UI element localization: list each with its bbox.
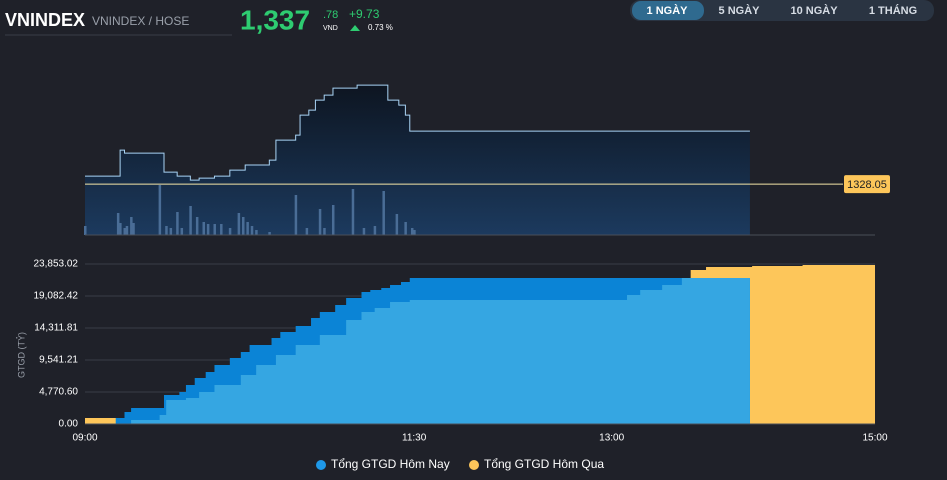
volume-bar	[362, 228, 366, 235]
volume-bar	[195, 217, 199, 235]
y-tick-label: 0.00	[59, 419, 79, 430]
volume-bar	[130, 217, 133, 235]
volume-bar	[410, 228, 414, 235]
symbol: VNINDEX	[5, 10, 85, 30]
volume-bar	[123, 228, 126, 235]
price-decimals: .78	[323, 9, 338, 21]
exchange: VNINDEX / HOSE	[92, 14, 189, 28]
volume-bar	[318, 209, 322, 235]
reference-tag	[844, 175, 890, 194]
volume-bar	[404, 222, 407, 235]
reference-label: 1328.05	[847, 179, 887, 191]
y-axis-label: GTGD (TỶ)	[15, 332, 26, 378]
value-area	[85, 277, 750, 424]
range-selector	[630, 0, 934, 21]
y-tick-label: 14,311.81	[34, 323, 78, 334]
volume-bar	[132, 223, 135, 235]
volume-bar	[294, 195, 298, 235]
volume-bar	[189, 206, 192, 235]
volume-bar	[125, 226, 129, 235]
legend-label: Tổng GTGD Hôm Nay	[331, 457, 450, 471]
volume-bar	[246, 222, 249, 235]
legend-swatch	[469, 460, 479, 470]
up-arrow	[350, 25, 360, 31]
y-tick-label: 23,853.02	[34, 259, 79, 270]
range-button[interactable]: 10 NGÀY	[790, 4, 838, 17]
volume-bar	[323, 228, 326, 235]
volume-bar	[331, 205, 335, 235]
volume-bar	[255, 230, 258, 235]
price-line	[85, 84, 750, 181]
volume-bar	[213, 224, 216, 235]
volume-bar	[84, 226, 87, 235]
change-pct: 0.73 %	[368, 23, 393, 32]
x-tick-label: 13:00	[599, 433, 624, 444]
currency: VND	[323, 25, 338, 32]
volume-bar	[176, 212, 179, 235]
range-button[interactable]: 1 THÁNG	[869, 4, 917, 17]
volume-bar	[382, 191, 385, 235]
volume-bar	[395, 214, 399, 235]
volume-bar	[351, 189, 355, 235]
volume-bar	[237, 213, 241, 235]
legend-swatch	[316, 460, 326, 470]
y-tick-label: 9,541.21	[39, 355, 78, 366]
volume-bar	[158, 185, 162, 235]
price-area	[85, 85, 750, 235]
volume-bar	[206, 224, 210, 235]
volume-bar	[228, 228, 232, 235]
volume-bar	[242, 217, 245, 235]
volume-bar	[180, 228, 184, 235]
volume-bar	[202, 222, 205, 235]
active-range	[632, 1, 704, 20]
price: 1,337	[240, 4, 310, 35]
range-button[interactable]: 5 NGÀY	[719, 4, 761, 17]
range-button[interactable]: 1 NGÀY	[647, 4, 689, 17]
volume-bar	[413, 230, 416, 235]
volume-bar	[116, 213, 120, 235]
volume-bar	[373, 226, 377, 235]
volume-bar	[220, 224, 223, 235]
y-tick-label: 19,082.42	[34, 291, 79, 302]
x-tick-label: 09:00	[72, 433, 97, 444]
volume-bar	[169, 228, 173, 235]
y-tick-label: 4,770.60	[39, 387, 78, 398]
x-tick-label: 15:00	[862, 433, 887, 444]
volume-bar	[165, 226, 168, 235]
volume-bar	[119, 223, 122, 235]
x-tick-label: 11:30	[402, 433, 427, 444]
legend-label: Tổng GTGD Hôm Qua	[484, 457, 604, 471]
volume-bar	[250, 226, 254, 235]
change: +9.73	[349, 7, 380, 21]
volume-bar	[305, 228, 309, 235]
volume-bar	[268, 232, 271, 235]
